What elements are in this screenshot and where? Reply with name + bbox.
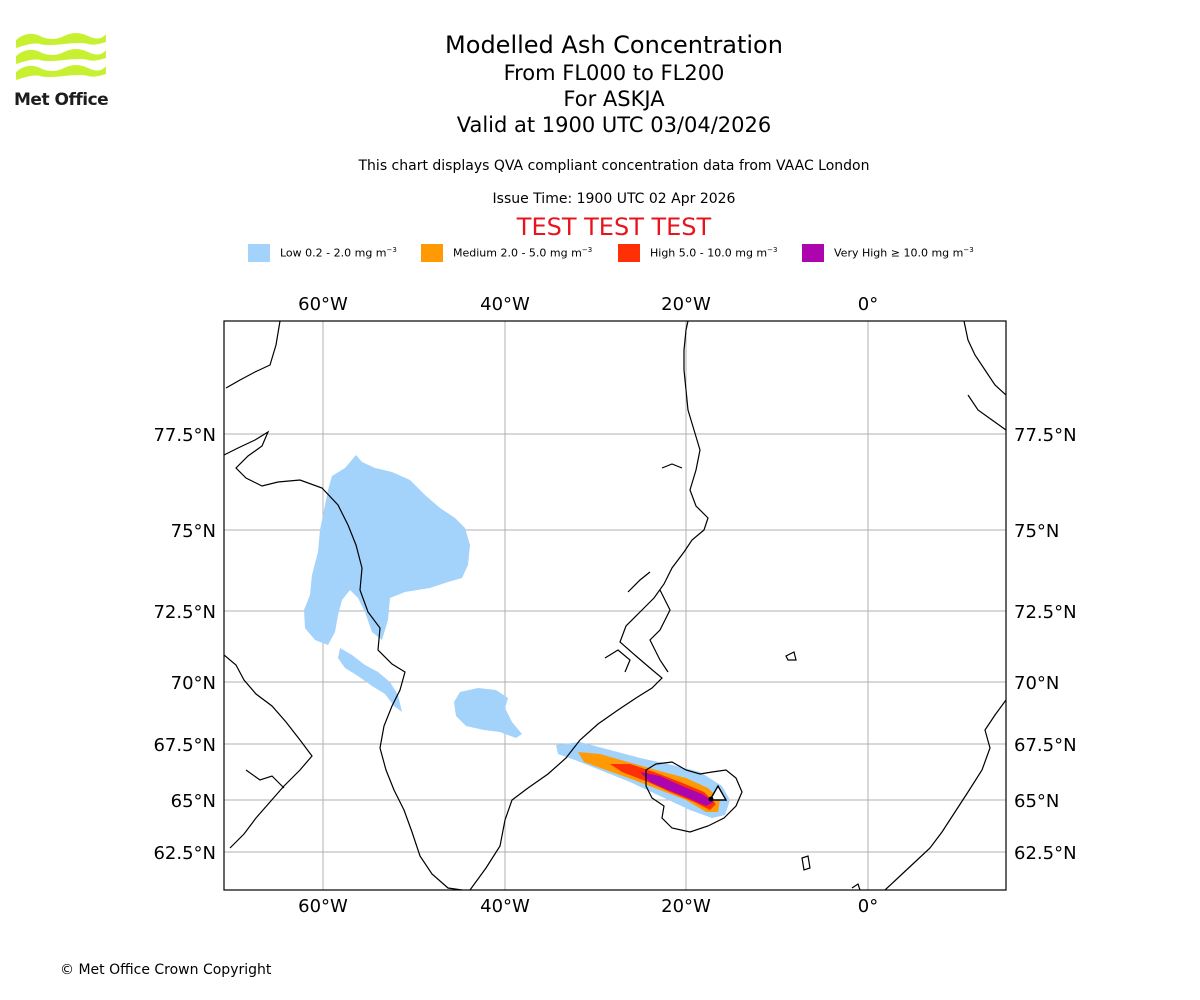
volcano-title: For ASKJA — [563, 87, 665, 111]
lon-tick-0-top: 0° — [858, 294, 878, 315]
met-office-logo: Met Office — [14, 30, 110, 114]
ash-very-high-concentration — [640, 772, 714, 806]
lon-tick-20w-top: 20°W — [661, 294, 711, 315]
lat-tick-65-left: 65°N — [171, 791, 216, 812]
lon-tick-40w-bottom: 40°W — [480, 896, 530, 917]
legend-swatch-medium — [421, 244, 443, 262]
legend-label-medium: Medium 2.0 - 5.0 mg m−3 — [453, 246, 593, 260]
logo-text: Met Office — [14, 90, 109, 110]
legend-item-medium: Medium 2.0 - 5.0 mg m−3 — [421, 244, 592, 262]
lat-tick-70-left: 70°N — [171, 673, 216, 694]
map-frame — [223, 320, 1007, 891]
lon-tick-40w-top: 40°W — [480, 294, 530, 315]
lon-tick-20w-bottom: 20°W — [661, 896, 711, 917]
copyright-notice: © Met Office Crown Copyright — [60, 962, 272, 978]
lat-tick-62-5-left: 62.5°N — [153, 843, 216, 864]
legend-item-very-high: Very High ≥ 10.0 mg m−3 — [802, 244, 974, 262]
legend-item-low: Low 0.2 - 2.0 mg m−3 — [248, 244, 397, 262]
legend-label-very-high: Very High ≥ 10.0 mg m−3 — [834, 246, 974, 260]
chart-description: This chart displays QVA compliant concen… — [358, 158, 870, 174]
gridlines — [224, 321, 1006, 890]
ash-low-concentration — [304, 455, 730, 818]
lat-tick-62-5-right: 62.5°N — [1014, 843, 1077, 864]
levels-title: From FL000 to FL200 — [503, 61, 725, 85]
lat-tick-65-right: 65°N — [1014, 791, 1059, 812]
legend-swatch-low — [248, 244, 270, 262]
lon-tick-60w-bottom: 60°W — [298, 896, 348, 917]
lat-tick-72-5-right: 72.5°N — [1014, 602, 1077, 623]
legend-label-high: High 5.0 - 10.0 mg m−3 — [650, 246, 778, 260]
chart-titles: Modelled Ash Concentration From FL000 to… — [314, 30, 914, 138]
coastlines — [224, 321, 1006, 890]
main-title: Modelled Ash Concentration — [445, 31, 783, 59]
lat-tick-72-5-left: 72.5°N — [153, 602, 216, 623]
lat-ticks-right: 77.5°N 75°N 72.5°N 70°N 67.5°N 65°N 62.5… — [1014, 425, 1077, 864]
valid-time-title: Valid at 1900 UTC 03/04/2026 — [456, 113, 772, 137]
lat-ticks-left: 77.5°N 75°N 72.5°N 70°N 67.5°N 65°N 62.5… — [153, 425, 216, 864]
lat-tick-75-right: 75°N — [1014, 521, 1059, 542]
map-content — [224, 321, 1006, 890]
met-office-wave-logo-icon — [16, 33, 106, 80]
lat-tick-77-5-left: 77.5°N — [153, 425, 216, 446]
legend-item-high: High 5.0 - 10.0 mg m−3 — [618, 244, 777, 262]
test-banner: TEST TEST TEST — [516, 213, 712, 241]
lat-tick-77-5-right: 77.5°N — [1014, 425, 1077, 446]
legend-swatch-very-high — [802, 244, 824, 262]
legend: Low 0.2 - 2.0 mg m−3 Medium 2.0 - 5.0 mg… — [0, 244, 1200, 264]
lat-tick-67-5-right: 67.5°N — [1014, 735, 1077, 756]
legend-label-low: Low 0.2 - 2.0 mg m−3 — [280, 246, 397, 260]
lon-ticks-bottom: 60°W 40°W 20°W 0° — [298, 896, 878, 917]
lat-tick-70-right: 70°N — [1014, 673, 1059, 694]
lon-tick-60w-top: 60°W — [298, 294, 348, 315]
lon-tick-0-bottom: 0° — [858, 896, 878, 917]
lon-ticks-top: 60°W 40°W 20°W 0° — [298, 294, 878, 315]
lat-tick-75-left: 75°N — [171, 521, 216, 542]
volcano-triangle-icon — [708, 784, 728, 802]
legend-swatch-high — [618, 244, 640, 262]
lat-tick-67-5-left: 67.5°N — [153, 735, 216, 756]
issue-time: Issue Time: 1900 UTC 02 Apr 2026 — [492, 191, 736, 207]
